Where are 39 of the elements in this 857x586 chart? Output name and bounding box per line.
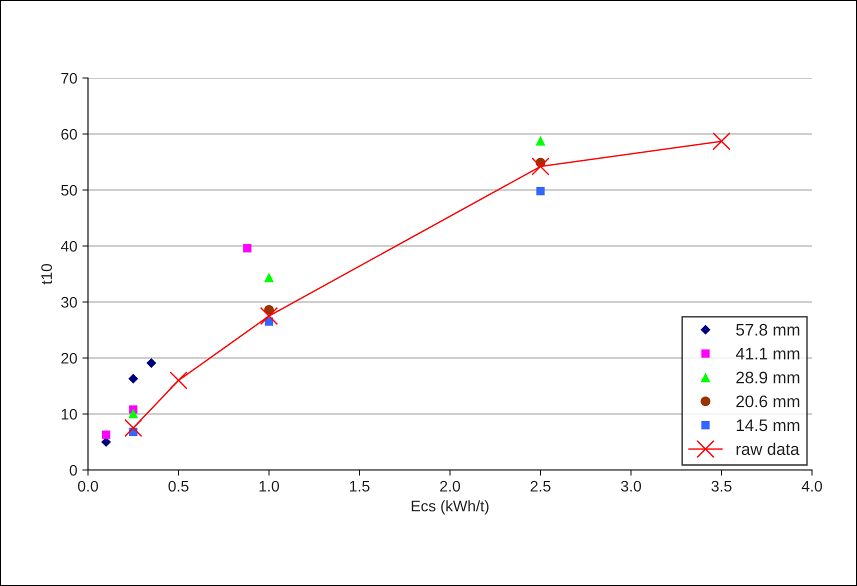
point (102, 430, 110, 439)
x-tick-label: 0.0 (78, 480, 98, 492)
legend-label: 28.9 mm (736, 372, 800, 384)
y-tick-label: 10 (62, 408, 77, 420)
point (260, 306, 278, 326)
x-tick-label: 3.0 (620, 480, 642, 492)
point (101, 437, 112, 447)
y-tick-label: 30 (61, 296, 77, 308)
point (243, 244, 252, 252)
x-tick-label: 1.0 (260, 480, 280, 492)
point (128, 408, 138, 418)
legend-label: raw data (736, 442, 800, 456)
point (169, 371, 188, 390)
point (124, 418, 142, 438)
x-tick-label: 2.0 (440, 480, 460, 492)
x-tick-label: 0.5 (168, 480, 188, 492)
x-axis-title: Ecs (kWh/t) (412, 500, 489, 514)
y-tick-label: 50 (61, 184, 77, 196)
y-tick-label: 70 (61, 72, 77, 84)
point (128, 374, 138, 384)
x-tick-label: 3.5 (711, 480, 732, 492)
point (712, 132, 731, 150)
x-tick-label: 2.5 (530, 480, 550, 492)
legend-label: 20.6 mm (736, 395, 800, 408)
legend-label: 57.8 mm (736, 324, 800, 336)
point (264, 272, 274, 282)
y-tick-label: 40 (60, 240, 77, 252)
y-tick-label: 0 (70, 464, 77, 476)
legend-label: 41.1 mm (736, 348, 800, 360)
legend-label: 14.5 mm (736, 420, 800, 432)
y-tick-label: 60 (61, 128, 77, 140)
y-axis-title: t10 (41, 264, 52, 284)
point (531, 157, 550, 176)
point (536, 186, 545, 196)
point (146, 358, 156, 368)
point (536, 136, 546, 146)
x-tick-label: 4.0 (802, 480, 822, 492)
x-tick-label: 1.5 (350, 480, 370, 492)
y-tick-label: 20 (61, 352, 77, 364)
